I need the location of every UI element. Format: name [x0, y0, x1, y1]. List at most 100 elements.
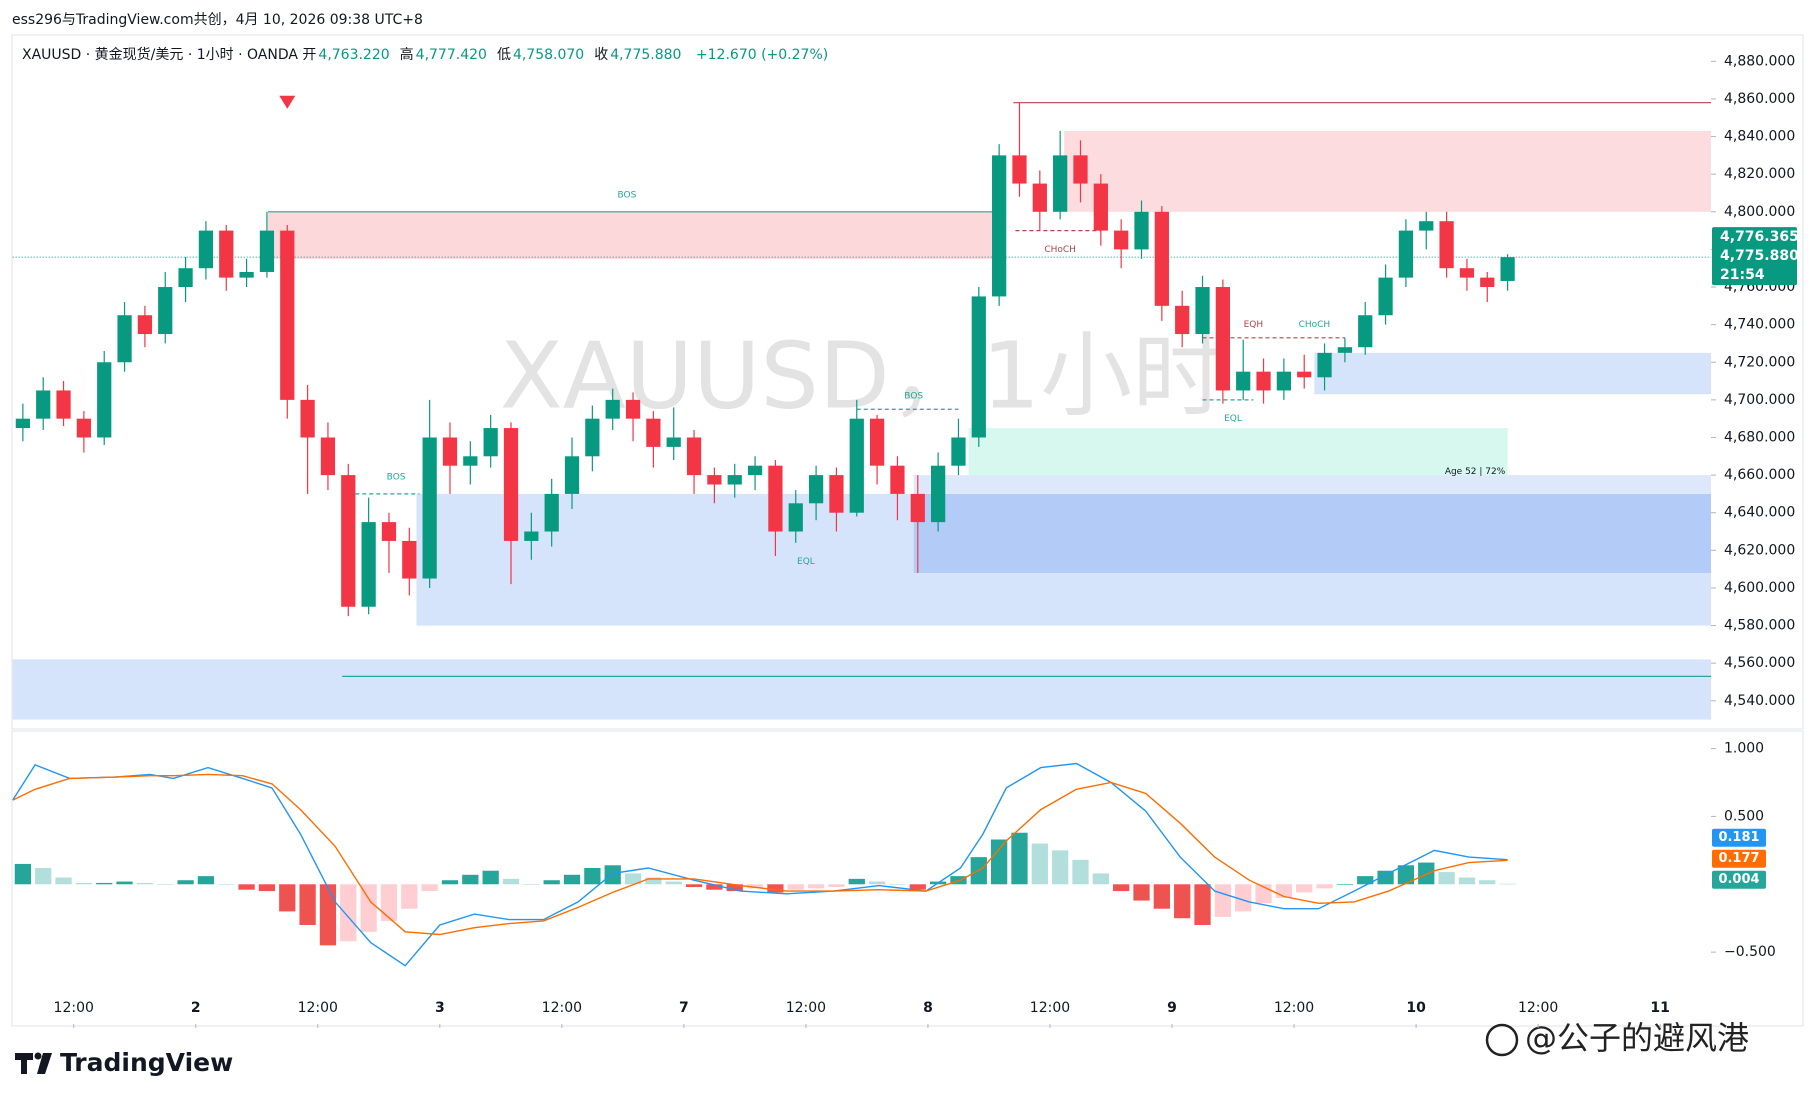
histogram-bar [1235, 884, 1252, 912]
histogram-bar [35, 868, 52, 885]
y-tick-label: 4,860.000 [1724, 91, 1795, 107]
candle-body [97, 362, 112, 438]
histogram-bar [1458, 877, 1476, 885]
histogram-bar [1438, 872, 1455, 885]
legend: XAUUSD · 黄金现货/美元 · 1小时 · OANDA 开 4,763.22… [22, 44, 838, 64]
candle-body [463, 456, 478, 466]
candle-body [707, 475, 722, 485]
histogram-bar [746, 884, 764, 889]
y-tick-label: 4,580.000 [1724, 618, 1795, 634]
watermark: XAUUSD，1小时 [500, 322, 1224, 429]
candle-body [686, 437, 702, 476]
annotation: BOS [904, 392, 923, 402]
legend-key: 收 [594, 47, 609, 63]
histogram-bar [55, 877, 72, 885]
candle-body [625, 399, 641, 419]
histogram-bar [787, 884, 804, 890]
candle-body [1439, 221, 1454, 269]
y-tick-label: 4,740.000 [1724, 317, 1795, 333]
annotation: Age 52 | 72% [1445, 467, 1506, 477]
histogram-bar [685, 884, 703, 887]
candle-body [1500, 257, 1515, 281]
value-tag-label: 0.177 [1718, 851, 1759, 866]
y-tick-label: 4,840.000 [1724, 129, 1795, 145]
histogram-bar [1052, 850, 1069, 885]
histogram-bar [1377, 870, 1394, 885]
y-tick-label: 4,720.000 [1724, 354, 1795, 370]
price-pane [11, 34, 1804, 730]
zone [968, 428, 1508, 476]
candle-body [727, 475, 742, 485]
candle-body [1317, 352, 1332, 378]
candle-body [1276, 371, 1292, 391]
credit: @公子的避风港 [1525, 1019, 1749, 1057]
histogram-bar [238, 884, 255, 890]
histogram-bar [1072, 859, 1089, 885]
histogram-bar [991, 839, 1008, 885]
annotation: BOS [387, 472, 406, 482]
y-tick-label: 4,540.000 [1724, 693, 1795, 709]
candle-body [1256, 371, 1271, 391]
value-tag [1712, 870, 1766, 889]
candle-body [1337, 347, 1353, 353]
candle-body [239, 271, 254, 278]
histogram-bar [909, 884, 926, 890]
annotation: CHoCH [1299, 320, 1331, 330]
histogram-bar [1153, 884, 1170, 909]
y-tick-label: 4,700.000 [1724, 392, 1795, 408]
candle-body [1236, 371, 1251, 391]
price-tag-label: 21:54 [1720, 267, 1765, 283]
histogram-bar [116, 881, 133, 885]
y-tick-label: 4,880.000 [1724, 53, 1795, 69]
zone [913, 493, 1711, 573]
candle-body [36, 390, 51, 419]
histogram-bar [462, 874, 479, 885]
candle-body [198, 230, 214, 269]
candle-body [117, 315, 132, 363]
histogram-bar [1336, 884, 1354, 885]
candle-body [178, 268, 193, 288]
x-tick-label: 12:00 [1030, 1000, 1070, 1016]
histogram-bar [96, 882, 113, 885]
candle-body [1073, 155, 1088, 184]
candle-body [1358, 315, 1373, 348]
histogram-bar [1418, 862, 1435, 885]
signal-marker [279, 95, 296, 109]
y-tick-label: 4,800.000 [1724, 204, 1795, 220]
histogram-bar [563, 874, 581, 885]
histogram-bar [1133, 884, 1150, 901]
histogram-bar [1194, 884, 1211, 925]
histogram-bar [543, 880, 560, 885]
candle-body [788, 503, 803, 532]
x-tick-label: 10 [1406, 1000, 1426, 1016]
macd-line [12, 773, 1508, 936]
x-tick-label: 12:00 [54, 1000, 94, 1016]
histogram-bar [1316, 884, 1333, 889]
credit-icon [1485, 1023, 1519, 1057]
histogram-bar [299, 884, 316, 925]
histogram-bar [584, 868, 601, 885]
candle-body [1297, 371, 1312, 378]
candle-body [402, 540, 417, 579]
candle-body [890, 465, 905, 494]
zone [913, 475, 1711, 494]
histogram-bar [1031, 843, 1048, 885]
legend-key: 高 [399, 47, 414, 63]
histogram-bar [767, 884, 784, 893]
candle-body [585, 418, 600, 457]
y-tick-label: 4,820.000 [1724, 166, 1795, 182]
histogram-bar [1499, 883, 1516, 885]
x-tick-label: 7 [679, 1000, 689, 1016]
y-tick-label: 0.500 [1724, 808, 1764, 824]
macd-pane [11, 730, 1804, 1027]
y-tick-label: 4,680.000 [1724, 429, 1795, 445]
candle-body [361, 522, 376, 607]
candle-body [1480, 277, 1495, 288]
symbol: XAUUSD · 黄金现货/美元 · 1小时 · OANDA [22, 47, 298, 63]
x-tick-label: 11 [1650, 1000, 1669, 1016]
histogram-bar [421, 884, 438, 892]
candle-body [1053, 155, 1068, 212]
histogram-bar [14, 863, 32, 885]
